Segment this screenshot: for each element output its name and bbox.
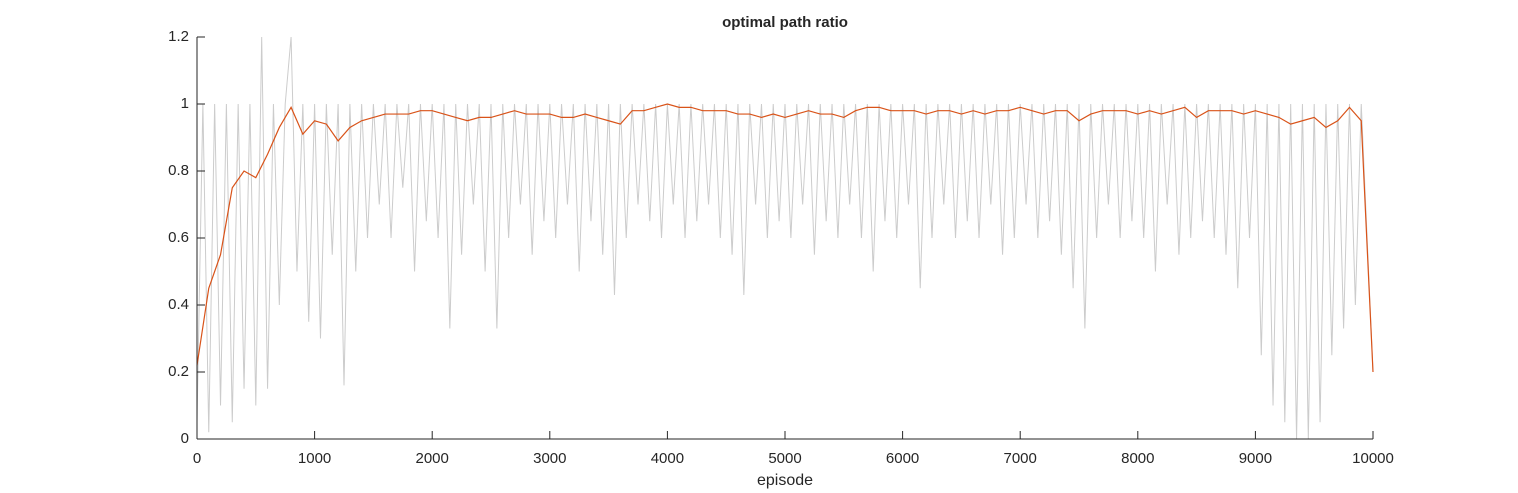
y-tick-label: 0.4	[168, 296, 189, 313]
x-tick-label: 10000	[1352, 450, 1394, 467]
x-tick-label: 7000	[1004, 450, 1037, 467]
y-tick-label: 0	[181, 430, 189, 447]
x-tick-label: 5000	[768, 450, 801, 467]
x-tick-label: 3000	[533, 450, 566, 467]
chart-title: optimal path ratio	[722, 14, 848, 31]
y-tick-label: 1	[181, 95, 189, 112]
x-tick-label: 1000	[298, 450, 331, 467]
y-tick-label: 0.6	[168, 229, 189, 246]
data-line	[196, 103, 1374, 373]
plot-area: 0 0.2 0.4 0.6 0.8 1 1.2 0 1000 2000 3000 4000 5000 60…	[168, 28, 1394, 467]
data-line	[196, 36, 1374, 440]
x-tick-label: 4000	[651, 450, 684, 467]
y-tick-label: 0.2	[168, 363, 189, 380]
x-tick-label: 8000	[1121, 450, 1154, 467]
y-tick-label: 1.2	[168, 28, 189, 45]
x-tick-label: 0	[193, 450, 201, 467]
x-axis-label: episode	[757, 472, 813, 489]
x-tick-label: 2000	[416, 450, 449, 467]
x-tick-label: 9000	[1239, 450, 1272, 467]
x-tick-label: 6000	[886, 450, 919, 467]
y-tick-label: 0.8	[168, 162, 189, 179]
